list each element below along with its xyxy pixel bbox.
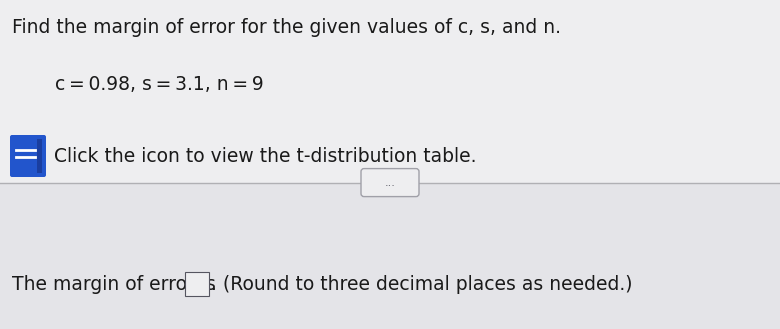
Text: c = 0.98, s = 3.1, n = 9: c = 0.98, s = 3.1, n = 9 bbox=[55, 75, 264, 94]
Text: . (Round to three decimal places as needed.): . (Round to three decimal places as need… bbox=[211, 274, 633, 293]
Text: Find the margin of error for the given values of c, s, and n.: Find the margin of error for the given v… bbox=[12, 18, 561, 37]
Bar bbox=[0, 0, 780, 183]
Bar bbox=[0, 183, 780, 329]
FancyBboxPatch shape bbox=[361, 168, 419, 197]
Text: ...: ... bbox=[385, 178, 395, 188]
Bar bbox=[37, 139, 42, 173]
Text: The margin of error is: The margin of error is bbox=[12, 274, 216, 293]
Text: Click the icon to view the t-distribution table.: Click the icon to view the t-distributio… bbox=[54, 146, 477, 165]
FancyBboxPatch shape bbox=[10, 135, 46, 177]
FancyBboxPatch shape bbox=[185, 272, 209, 296]
